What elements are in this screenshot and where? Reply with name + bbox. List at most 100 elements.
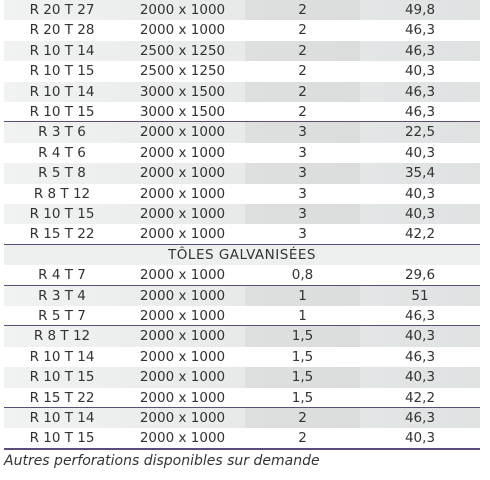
footnote: Autres perforations disponibles sur dema… [4,453,320,469]
table-cell: R 15 T 22 [29,389,95,406]
table-cell: 2500 x 1250 [139,42,226,59]
table-cell: 2 [298,430,307,447]
table-row: R 5 T 7 2000 x 1000 1 46,3 [4,306,480,326]
table-cell: R 10 T 14 [29,83,95,100]
table-cell: R 5 T 8 [38,165,86,182]
table-cell: 46,3 [404,348,436,365]
table-cell: R 10 T 15 [29,369,95,386]
table-cell: R 20 T 27 [29,2,95,18]
table-cell: R 8 T 12 [33,185,91,202]
table-cell: 3 [298,144,307,161]
table-cell: 2000 x 1000 [139,144,226,161]
table-cell: 42,2 [404,389,436,406]
table-cell: 51 [411,287,429,304]
table-cell: R 10 T 15 [29,206,95,222]
table-cell: R 10 T 15 [29,430,95,447]
table-cell: 0,8 [291,267,314,284]
section-title: TÔLES GALVANISÉES [4,244,480,266]
table-cell: R 3 T 6 [38,124,86,141]
table-cell: 2000 x 1000 [139,267,226,284]
table-cell: R 8 T 12 [33,328,91,345]
table-cell: 2 [298,63,307,80]
table-cell: 40,3 [404,185,436,202]
table-cell: 2000 x 1000 [139,430,226,447]
table-cell: 2000 x 1000 [139,185,226,202]
table-cell: R 15 T 22 [29,226,95,243]
table-cell: 29,6 [404,267,436,284]
table-cell: 2000 x 1000 [139,206,226,222]
table-cell: 2000 x 1000 [139,348,226,365]
table-cell: R 5 T 7 [38,308,86,324]
table-cell: 2000 x 1000 [139,2,226,18]
table-row: R 8 T 12 2000 x 1000 3 40,3 [4,184,480,204]
table-cell: 2000 x 1000 [139,287,226,304]
table-cell: 40,3 [404,63,436,80]
table-cell: 1,5 [291,389,314,406]
table-cell: 46,3 [404,22,436,39]
table-cell: 2000 x 1000 [139,389,226,406]
table-cell: R 10 T 15 [29,63,95,80]
table-cell: R 10 T 14 [29,42,95,59]
table-cell: 3 [245,163,360,184]
table-cell: R 10 T 15 [29,104,95,120]
table-row: R 10 T 14 2000 x 1000 2 46,3 [4,408,480,429]
table-cell: 49,8 [404,2,436,18]
table-cell: 2000 x 1000 [139,410,226,426]
table-cell: 2000 x 1000 [139,308,226,324]
table-cell: 46,3 [404,308,436,324]
table-cell: 2000 x 1000 [139,328,226,345]
table-cell: 46,3 [404,42,436,59]
table-row: R 15 T 22 2000 x 1000 1,5 42,2 [4,388,480,408]
table-cell: 2000 x 1000 [139,22,226,39]
table-row: R 4 T 6 2000 x 1000 3 40,3 [4,143,480,163]
table-cell: 3000 x 1500 [139,104,226,120]
table-cell: 3 [298,226,307,243]
table-cell: 1,5 [245,326,360,347]
table-row: R 10 T 14 3000 x 1500 2 46,3 [4,81,480,102]
table-cell: R 10 T 14 [29,348,95,365]
table-cell: R 20 T 28 [29,22,95,39]
table-cell: 40,3 [404,430,436,447]
table-cell: 2500 x 1250 [139,63,226,80]
table-cell: 2000 x 1000 [139,226,226,243]
table-cell: 2 [245,0,360,21]
table-cell: 46,3 [404,410,436,426]
table-cell: 3 [298,185,307,202]
table-cell: 3 [245,204,360,225]
table-row: R 10 T 14 2000 x 1000 1,5 46,3 [4,347,480,367]
table-row: R 5 T 8 2000 x 1000 3 35,4 [4,163,480,184]
table-cell: 3 [245,122,360,143]
table-row: R 20 T 28 2000 x 1000 2 46,3 [4,20,480,40]
table-row: R 20 T 27 2000 x 1000 2 49,8 [4,0,480,21]
table-cell: R 4 T 6 [38,144,86,161]
table-cell: 2 [245,81,360,102]
table-row: R 3 T 6 2000 x 1000 3 22,5 [4,122,480,143]
table-cell: 35,4 [404,165,436,182]
table-row: R 4 T 7 2000 x 1000 0,8 29,6 [4,265,480,285]
table-cell: 40,3 [404,328,436,345]
table-cell: 1 [298,308,307,324]
table-row: R 15 T 22 2000 x 1000 3 42,2 [4,224,480,244]
table-cell: 42,2 [404,226,436,243]
group-separator [4,447,480,450]
table-row: R 8 T 12 2000 x 1000 1,5 40,3 [4,326,480,347]
table-cell: R 4 T 7 [38,267,86,284]
table-row: R 10 T 14 2500 x 1250 2 46,3 [4,40,480,62]
table-cell: 2000 x 1000 [139,165,226,182]
table-row: R 10 T 15 2500 x 1250 2 40,3 [4,61,480,81]
table-row: R 10 T 15 2000 x 1000 3 40,3 [4,204,480,225]
table-cell: 46,3 [404,83,436,100]
table-cell: 40,3 [404,206,436,222]
table-cell: 2000 x 1000 [139,369,226,386]
table-cell: 40,3 [404,369,436,386]
table-cell: 2 [298,104,307,120]
table-cell: 2 [298,22,307,39]
table-cell: 2000 x 1000 [139,124,226,141]
table-cell: R 3 T 4 [38,287,86,304]
table-cell: 1 [245,285,360,306]
table-cell: 3000 x 1500 [139,83,226,100]
table-row: R 3 T 4 2000 x 1000 1 51 [4,285,480,306]
table-row: R 10 T 15 2000 x 1000 2 40,3 [4,428,480,448]
table-cell: 40,3 [404,144,436,161]
